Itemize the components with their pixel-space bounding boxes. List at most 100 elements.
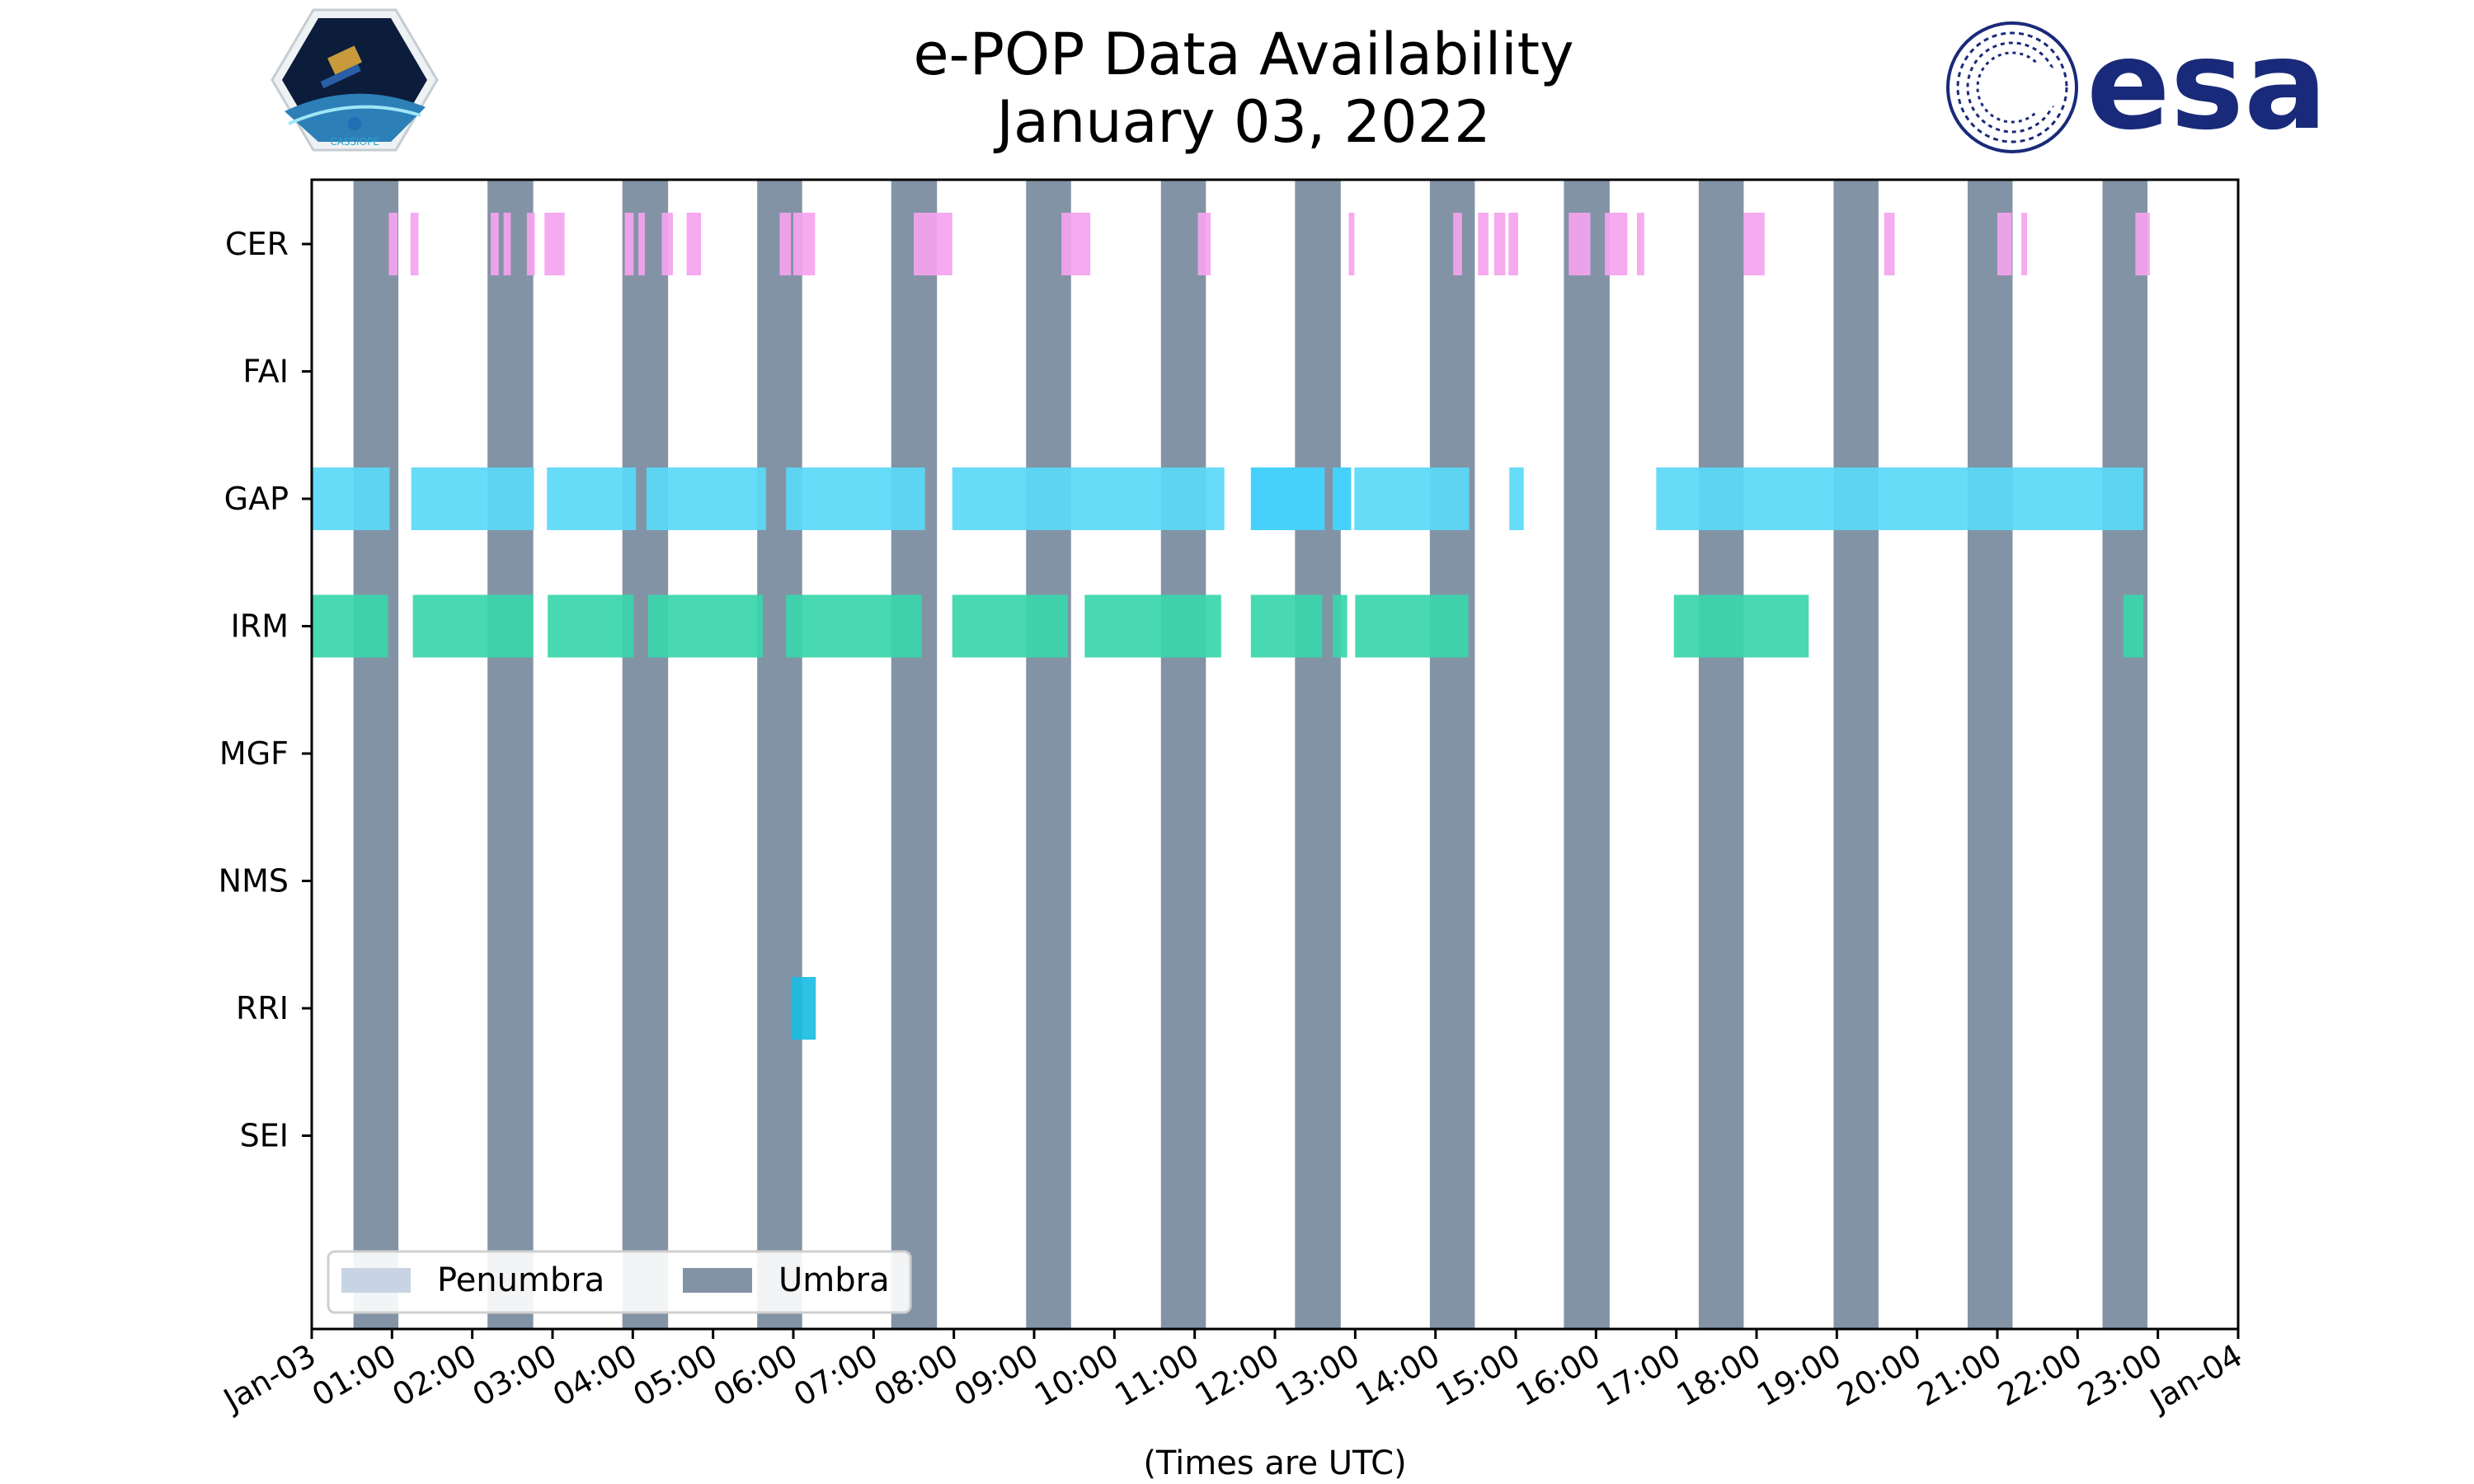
x-tick-label: 06:00 [708,1337,804,1414]
bar-cer [1197,213,1211,275]
bar-irm [647,594,764,658]
legend-swatch-umbra [683,1268,752,1293]
bar-cer [1453,213,1462,275]
bar-gap [312,467,390,530]
bar-irm [1673,594,1809,658]
legend-label-umbra: Umbra [778,1261,890,1299]
x-tick-label: 07:00 [788,1337,884,1414]
bar-cer [544,213,565,275]
bar-rri [791,977,816,1040]
x-tick-label: 14:00 [1349,1337,1446,1414]
umbra-band [757,180,802,1329]
umbra-band [1833,180,1879,1329]
x-tick-label: 05:00 [627,1337,723,1414]
bar-gap [1250,467,1325,530]
plot-frame-bg [312,180,2238,1329]
bar-gap [786,467,925,530]
chart-title-line2: January 03, 2022 [993,88,1490,156]
x-tick-label: Jan-04 [2142,1337,2248,1419]
bar-gap [1333,467,1352,530]
bar-cer [1348,213,1355,275]
bar-cer [503,213,511,275]
y-tick-label-cer: CER [225,226,289,262]
bar-cer [1884,213,1895,275]
umbra-band [2102,180,2148,1329]
bar-gap [952,467,1225,530]
y-tick-label-mgf: MGF [219,735,289,772]
chart-title-line1: e-POP Data Availability [913,21,1573,88]
bar-cer [1061,213,1091,275]
bar-gap [646,467,766,530]
bar-gap [1509,467,1524,530]
x-tick-label: 16:00 [1510,1337,1606,1414]
bar-cer [2135,213,2150,275]
legend-swatch-penumbra [341,1268,411,1293]
bar-cer [1605,213,1628,275]
bar-cer [388,213,398,275]
bar-cer [410,213,419,275]
bar-irm [1355,594,1469,658]
y-tick-label-sei: SEI [240,1118,289,1154]
series-layer [312,213,2150,1040]
bar-gap [1656,467,2144,530]
x-tick-label: 08:00 [868,1337,964,1414]
bar-cer [1508,213,1518,275]
cassiope-logo: CASSIOPE [270,8,439,152]
x-tick-label: 11:00 [1108,1337,1205,1414]
plot-area: CER FAI GAP IRM MGF NMS RRI SEI Jan-0301:0002:0… [216,178,2249,1419]
bar-irm [412,594,534,658]
x-tick-label: 09:00 [948,1337,1045,1414]
bar-gap [411,467,534,530]
legend-label-penumbra: Penumbra [437,1261,604,1299]
x-axis-label: (Times are UTC) [1143,1444,1406,1482]
y-tick-label-gap: GAP [224,481,289,517]
umbra-band [1295,180,1341,1329]
y-tick-label-fai: FAI [242,354,289,390]
bar-irm [2123,594,2144,658]
esa-logo: esa [1946,14,2327,157]
y-tick-label-irm: IRM [231,608,289,645]
bar-cer [1743,213,1765,275]
esa-logo-text: esa [2086,14,2327,157]
bar-gap [1354,467,1470,530]
bar-cer [1997,213,2012,275]
bar-irm [1084,594,1221,658]
x-axis: Jan-0301:0002:0003:0004:0005:0006:0007:0… [216,1329,2249,1419]
x-tick-label: 19:00 [1751,1337,1847,1414]
umbra-band [1160,180,1206,1329]
bar-irm [952,594,1068,658]
umbra-layer [353,180,2148,1329]
umbra-band [1967,180,2013,1329]
x-tick-label: 21:00 [1912,1337,2008,1414]
bar-gap [547,467,637,530]
x-tick-label: 18:00 [1671,1337,1767,1414]
x-tick-label: 04:00 [547,1337,643,1414]
bar-cer [638,213,645,275]
umbra-band [353,180,399,1329]
legend-box [327,1250,912,1314]
x-tick-label: Jan-03 [216,1337,322,1419]
bar-cer [1636,213,1644,275]
umbra-band [487,180,534,1329]
x-tick-label: 01:00 [306,1337,402,1414]
y-tick-label-rri: RRI [236,990,289,1026]
y-tick-label-nms: NMS [219,863,289,899]
bar-cer [779,213,792,275]
bar-irm [1250,594,1323,658]
bar-cer [661,213,673,275]
bar-irm [548,594,634,658]
bar-cer [1569,213,1591,275]
bar-irm [786,594,922,658]
bar-irm [312,594,388,658]
umbra-band [1564,180,1610,1329]
x-tick-label: 20:00 [1831,1337,1927,1414]
umbra-band [1429,180,1475,1329]
x-tick-label: 10:00 [1028,1337,1125,1414]
umbra-band [891,180,938,1329]
x-tick-label: 22:00 [1992,1337,2088,1414]
bar-cer [624,213,634,275]
x-tick-label: 13:00 [1269,1337,1366,1414]
bar-cer [686,213,702,275]
bar-cer [491,213,499,275]
